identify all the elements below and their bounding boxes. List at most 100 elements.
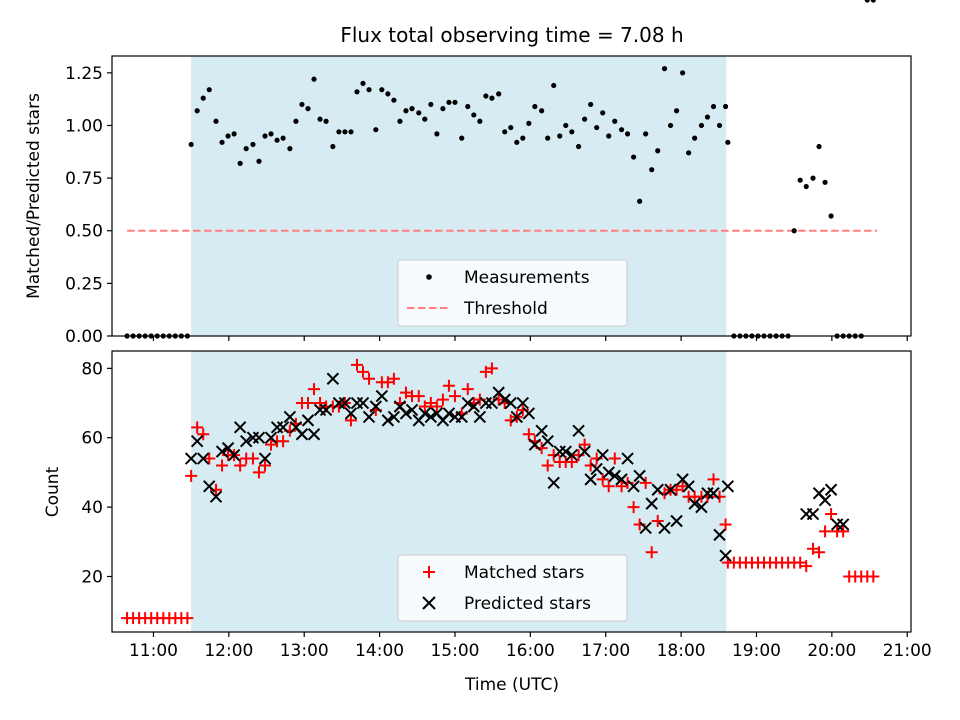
measurement-point <box>545 135 551 141</box>
measurement-point <box>618 127 625 133</box>
predicted-star-point <box>258 452 272 465</box>
measurements-legend-marker <box>426 274 432 280</box>
matched-star-point <box>344 414 357 427</box>
measurement-point <box>194 108 200 114</box>
predicted-star-point <box>572 424 585 437</box>
predicted-star-point <box>239 434 253 448</box>
measurement-point <box>440 106 446 112</box>
predicted-star-point <box>664 483 677 496</box>
predicted-star-point <box>522 407 536 420</box>
predicted-star-point <box>682 480 695 493</box>
predicted-star-point <box>461 396 474 410</box>
predicted-star-point <box>209 490 223 503</box>
predicted-star-point <box>442 407 456 420</box>
measurement-point <box>575 143 582 150</box>
threshold-legend-label: Threshold <box>463 299 548 319</box>
predicted-star-point <box>615 473 628 486</box>
measurement-point <box>508 124 514 131</box>
measurement-point <box>409 106 415 112</box>
measurement-point <box>274 137 280 143</box>
predicted-star-point <box>264 431 278 444</box>
measurement-point <box>268 131 274 137</box>
predicted-star-point <box>498 393 511 406</box>
measurement-point <box>452 99 458 105</box>
predicted-star-point <box>233 421 247 434</box>
predicted-star-point <box>608 469 621 483</box>
measurement-point <box>354 89 360 95</box>
ratio-axes: 0.00 0.25 0.50 0.75 1.00 1.25 <box>65 55 912 347</box>
predicted-star-point <box>295 428 309 441</box>
matched-star-point <box>461 383 474 396</box>
measurement-point <box>797 177 803 183</box>
measurement-point <box>360 80 366 86</box>
predicted-star-point <box>215 445 229 458</box>
measurement-points <box>124 0 876 339</box>
predicted-star-point <box>504 396 517 410</box>
predicted-star-point <box>528 438 542 451</box>
matched-star-point <box>807 542 820 555</box>
matched-star-point <box>719 518 732 531</box>
x-tick-label: 13:00 <box>280 641 329 661</box>
matched-star-point <box>252 466 265 479</box>
predicted-star-point <box>252 431 266 444</box>
count-legend: Matched stars Predicted stars <box>397 554 628 622</box>
matched-star-point <box>584 459 597 472</box>
matched-star-point <box>621 476 634 489</box>
predicted-stars-legend-marker <box>422 596 436 610</box>
predicted-star-point <box>473 410 487 424</box>
measurement-point <box>434 131 440 137</box>
matched-star-point <box>442 379 455 392</box>
measurement-point <box>397 118 403 124</box>
measurement-point <box>661 66 668 72</box>
predicted-star-point <box>565 448 579 462</box>
plot-frame <box>111 350 912 633</box>
predicted-star-point <box>639 521 652 535</box>
predicted-star-point <box>658 521 671 535</box>
predicted-star-point <box>590 462 603 476</box>
measurement-point <box>870 0 876 3</box>
measurement-point <box>816 143 822 150</box>
count-axes: 20 40 60 80 11:00 12:00 13:00 14:00 15:00 16:00 17… <box>81 350 932 661</box>
measurement-point <box>305 106 311 112</box>
predicted-star-point <box>602 466 615 479</box>
matched-star-point <box>645 546 658 559</box>
matched-stars-legend-label: Matched stars <box>464 563 584 583</box>
x-tick-label: 11:00 <box>129 641 178 661</box>
predicted-star-point <box>424 410 438 424</box>
predicted-star-point <box>688 497 701 510</box>
measurement-point <box>600 110 606 116</box>
matched-star-point <box>578 438 591 451</box>
measurement-point <box>416 110 422 116</box>
matched-star-point <box>430 400 443 413</box>
measurement-point <box>594 124 600 131</box>
predicted-star-point <box>510 410 523 424</box>
matched-star-point <box>794 556 807 569</box>
predicted-star-point <box>713 528 726 542</box>
predicted-star-point <box>485 396 499 410</box>
predicted-star-point <box>645 497 658 510</box>
predicted-star-point <box>627 480 640 493</box>
matched-star-point <box>436 393 449 406</box>
measurement-point <box>280 135 286 141</box>
measurement-point <box>311 76 317 82</box>
matched-star-point <box>181 612 194 625</box>
predicted-star-point <box>707 487 720 500</box>
matched-star-point <box>399 386 412 399</box>
measurement-point <box>588 101 594 108</box>
measurement-point <box>250 141 256 148</box>
predicted-star-point <box>541 434 554 448</box>
matched-star-point <box>547 449 560 462</box>
x-tick-label: 16:00 <box>506 641 555 661</box>
matched-star-point <box>572 449 585 462</box>
matched-star-point <box>504 414 517 427</box>
predicted-star-point <box>283 410 297 424</box>
predicted-star-point <box>362 410 376 424</box>
matched-star-point <box>277 435 290 448</box>
measurement-point <box>791 228 797 234</box>
y-tick-label: 0.00 <box>65 327 103 347</box>
measurement-point <box>243 146 249 152</box>
predicted-star-point <box>547 476 560 490</box>
ratio-y-axis-label: Matched/Predicted stars <box>24 93 44 299</box>
predicted-stars-legend-label: Predicted stars <box>464 594 591 614</box>
matched-star-point <box>813 546 826 559</box>
